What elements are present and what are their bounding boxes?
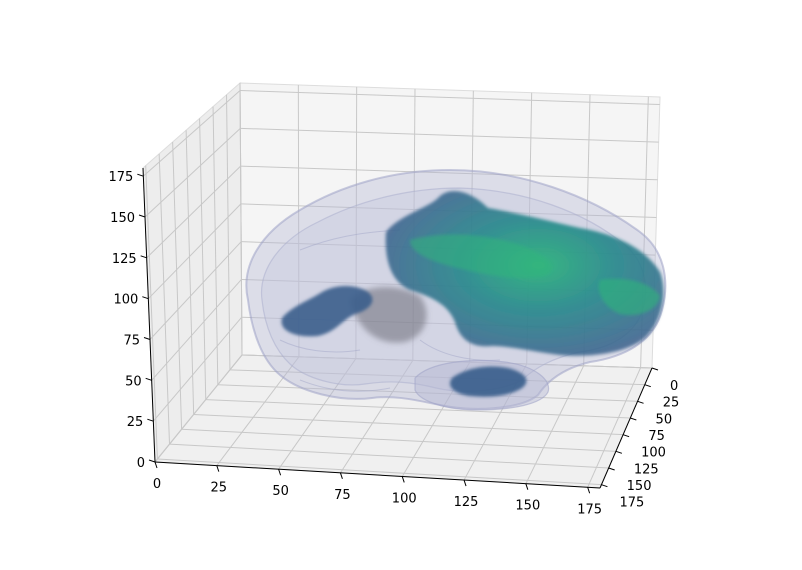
z-axis-line: [142, 167, 156, 463]
x-tick-label: 75: [334, 488, 351, 503]
z-tick-mark: [138, 214, 146, 218]
y-tick-mark: [601, 484, 608, 488]
y-tick-mark: [608, 467, 615, 471]
z-tick-label: 125: [112, 252, 137, 267]
z-tick-label: 175: [109, 170, 134, 185]
y-gridline-floor: [217, 384, 638, 402]
y-axis-line: [599, 367, 653, 489]
y-gridline-floor: [205, 399, 631, 419]
lesion-highlight-right: [598, 278, 660, 316]
y-gridline-floor: [169, 443, 609, 469]
x-tick-mark: [401, 476, 405, 483]
z-gridline-left: [144, 127, 241, 218]
z-tick-mark: [137, 173, 144, 177]
y-tick-label: 100: [641, 446, 666, 461]
z-gridline-left: [147, 203, 242, 300]
y-tick-mark: [630, 417, 637, 421]
z-tick-label: 75: [123, 334, 140, 349]
y-tick-mark: [644, 384, 651, 388]
lesion-highlight: [410, 234, 552, 279]
z-tick-label: 150: [110, 211, 135, 226]
lesion-bottom: [450, 366, 527, 397]
z-gridline-back: [240, 165, 658, 181]
x-tick-label: 175: [577, 502, 602, 517]
z-tick-label: 0: [137, 456, 145, 471]
y-tick-label: 75: [648, 429, 665, 444]
x-tick-mark: [339, 472, 343, 479]
x-tick-mark: [216, 465, 220, 472]
x-tick-label: 125: [454, 495, 479, 510]
x-tick-mark: [525, 483, 529, 490]
z-gridline-left: [152, 316, 243, 422]
x-axis-line: [154, 461, 601, 489]
x-tick-mark: [587, 487, 591, 494]
y-gridline-floor: [157, 458, 602, 486]
y-gridline-floor: [193, 413, 624, 436]
y-tick-label: 150: [627, 479, 652, 494]
y-tick-mark: [637, 400, 644, 404]
z-gridline-left: [143, 90, 241, 177]
z-tick-mark: [142, 296, 149, 300]
x-tick-label: 25: [211, 481, 228, 496]
x-tick-label: 0: [153, 477, 161, 492]
z-gridline-left: [151, 279, 242, 381]
z-gridline-left: [146, 165, 241, 259]
y-tick-mark: [651, 367, 659, 371]
z-tick-mark: [140, 255, 147, 259]
z-gridline-left: [154, 354, 243, 463]
z-tick-label: 25: [127, 415, 144, 430]
y-gridline-floor: [229, 369, 645, 386]
y-tick-mark: [615, 450, 623, 454]
x-tick-mark: [154, 461, 158, 469]
z-gridline-left: [149, 241, 242, 340]
z-tick-label: 100: [114, 293, 139, 308]
z-tick-mark: [147, 418, 154, 422]
z-gridline-back: [241, 354, 653, 369]
y-tick-label: 50: [656, 412, 673, 427]
x-tick-mark: [278, 469, 282, 476]
z-gridline-back: [240, 127, 659, 143]
y-gridline-floor: [181, 428, 616, 452]
z-tick-mark: [148, 459, 156, 463]
y-tick-mark: [622, 434, 630, 438]
x-tick-label: 50: [272, 484, 289, 499]
z-tick-mark: [145, 377, 152, 381]
lesion-left: [281, 286, 373, 337]
brain-sulci: [279, 229, 501, 392]
z-gridline-back: [240, 90, 660, 106]
axes: 0 25 50 75 100 125 150 175025507510012515017502…: [109, 167, 680, 517]
x-tick-mark: [463, 479, 467, 487]
y-tick-label: 25: [663, 396, 680, 411]
x-tick-label: 150: [515, 499, 540, 514]
z-tick-label: 50: [125, 374, 142, 389]
lesion-volume-layer: [281, 191, 664, 397]
y-tick-label: 175: [619, 496, 644, 511]
z-tick-mark: [143, 337, 151, 340]
y-tick-label: 0: [670, 379, 678, 394]
x-tick-label: 100: [392, 491, 417, 506]
y-tick-label: 125: [634, 462, 659, 477]
